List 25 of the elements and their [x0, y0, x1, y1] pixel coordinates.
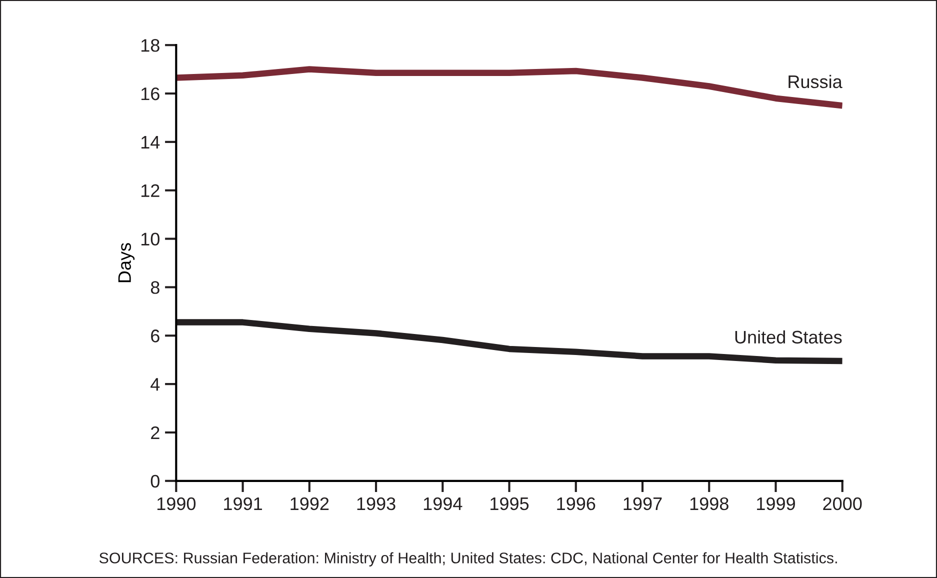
x-tick-label: 1992	[290, 497, 329, 510]
y-tick-label: 12	[141, 184, 160, 197]
x-tick-label: 2000	[823, 497, 862, 510]
y-tick-label: 4	[150, 378, 160, 391]
x-tick-label: 1994	[424, 497, 462, 510]
y-tick-label: 18	[141, 39, 160, 52]
x-tick-label: 1999	[757, 497, 795, 510]
x-tick-label: 1996	[557, 497, 596, 510]
y-tick-label: 8	[150, 281, 160, 294]
series-label: United States	[735, 330, 842, 344]
y-axis-title: Days	[118, 243, 135, 282]
y-tick-label: 0	[150, 474, 160, 488]
y-tick-label: 2	[151, 426, 160, 440]
x-tick-label: 1997	[624, 497, 662, 510]
x-tick-label: 1990	[157, 497, 196, 510]
y-tick-label: 14	[141, 136, 160, 148]
x-tick-label: 1993	[357, 497, 396, 510]
x-tick-label: 1995	[490, 497, 529, 510]
x-tick-label: 1998	[690, 497, 728, 510]
source-note: SOURCES: Russian Federation: Ministry of Health; United States: CDC, National Center for Health Statistics.	[99, 552, 837, 566]
y-tick-label: 16	[141, 87, 160, 100]
x-tick-label: 1991	[224, 497, 262, 510]
y-tick-label: 6	[151, 330, 160, 342]
y-tick-label: 10	[141, 232, 160, 246]
series-label: Russia	[788, 74, 842, 88]
